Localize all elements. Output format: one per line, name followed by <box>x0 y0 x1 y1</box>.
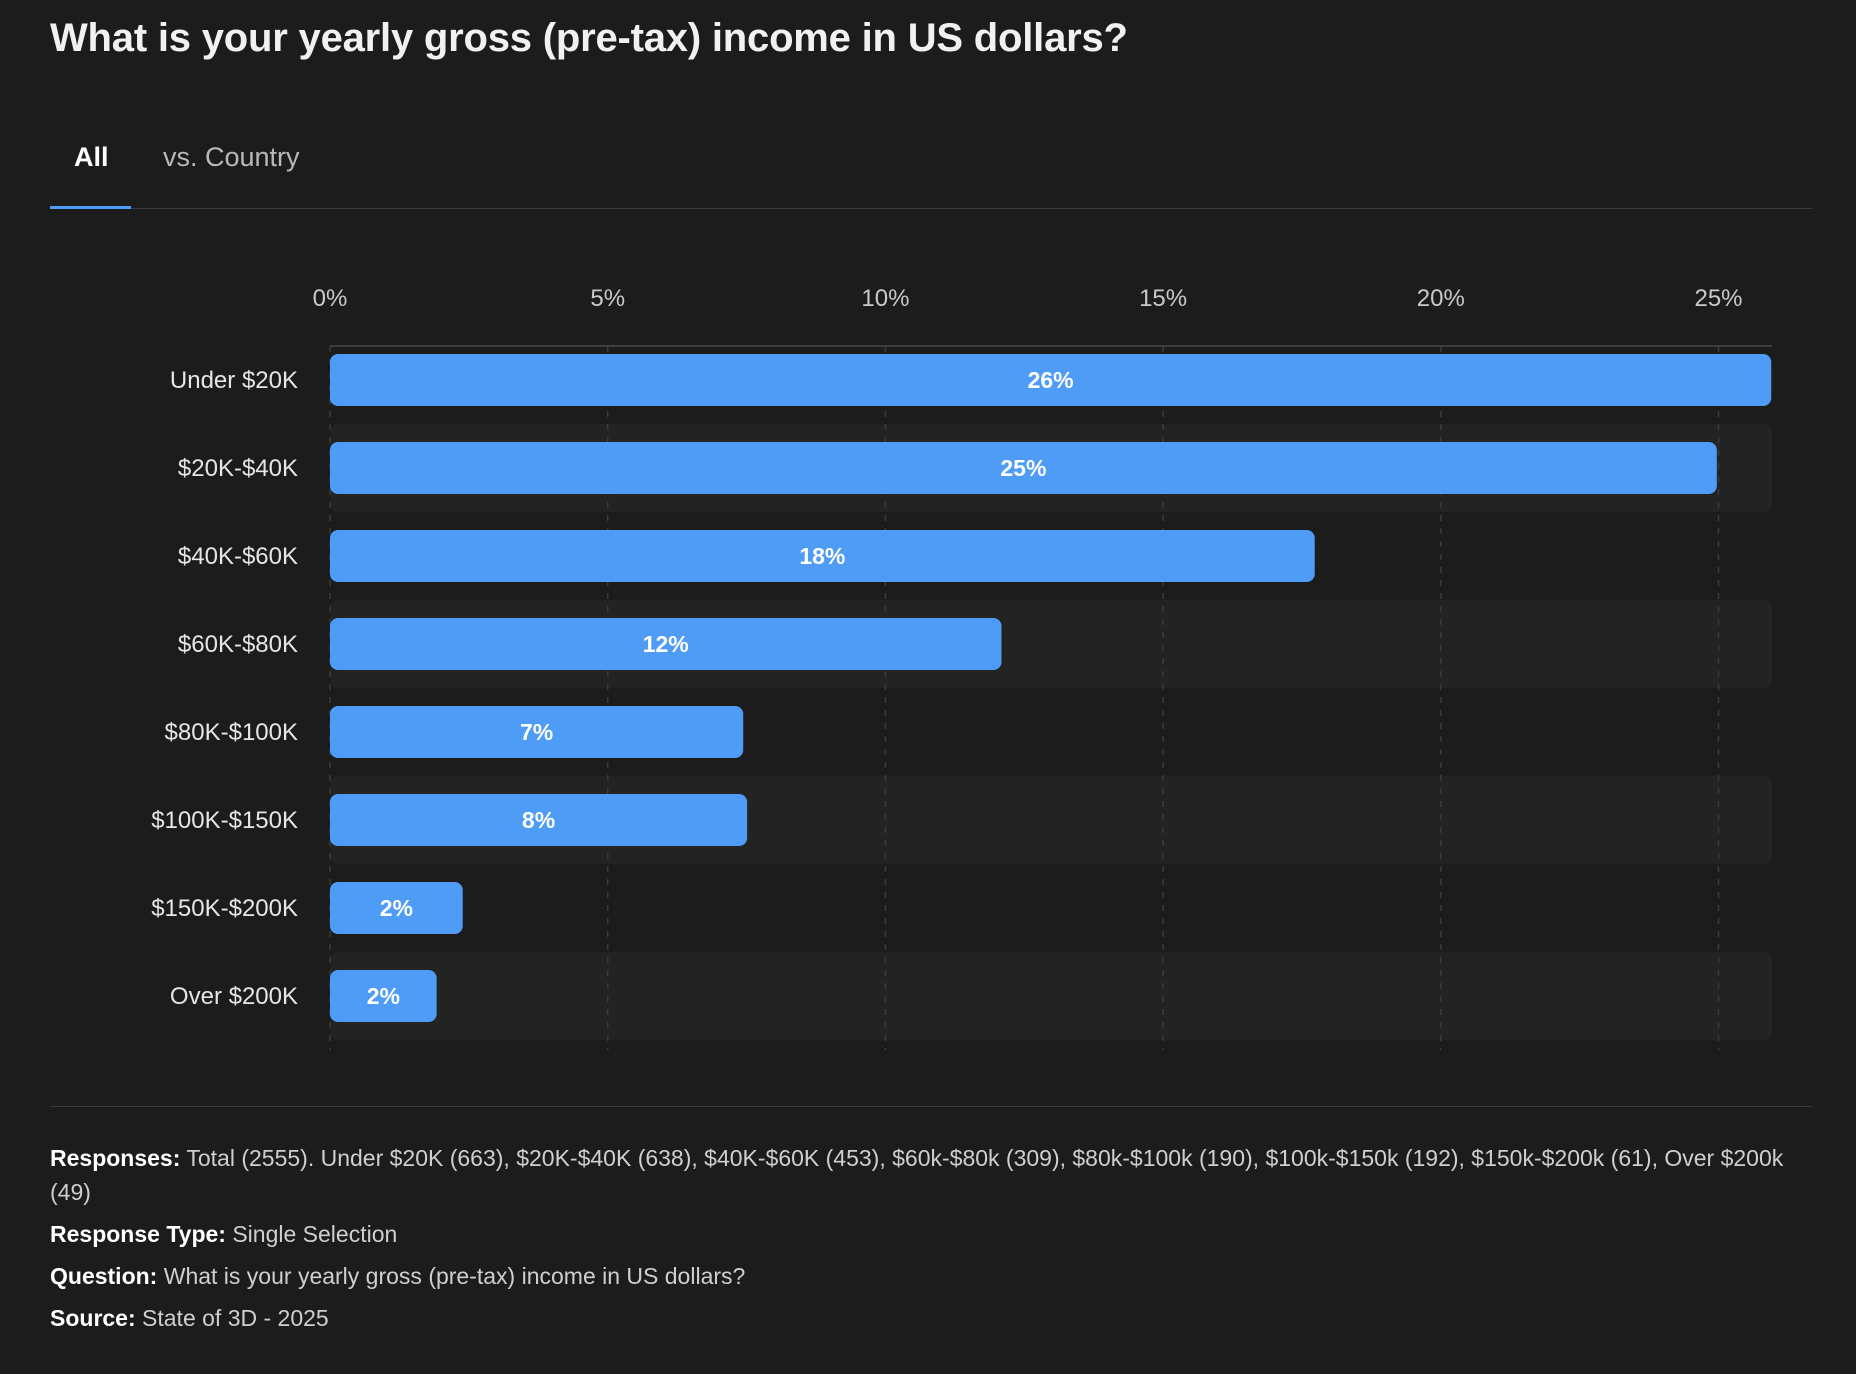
bar <box>330 706 744 758</box>
chart-footer: Responses: Total (2555). Under $20K (663… <box>50 1106 1812 1343</box>
x-tick-label: 5% <box>590 285 625 312</box>
footer-response-type-key: Response Type: <box>50 1221 226 1247</box>
bar <box>330 794 748 846</box>
bar <box>330 354 1772 406</box>
bar-value-label: 25% <box>1000 455 1046 481</box>
footer-source-value: State of 3D - 2025 <box>142 1305 329 1331</box>
footer-question: Question: What is your yearly gross (pre… <box>50 1259 1812 1293</box>
page-title: What is your yearly gross (pre-tax) inco… <box>50 16 1128 60</box>
bar-value-label: 18% <box>799 543 845 569</box>
x-tick-label: 15% <box>1139 285 1187 312</box>
footer-source-key: Source: <box>50 1305 136 1331</box>
x-tick-label: 10% <box>861 285 909 312</box>
category-label: $40K-$60K <box>178 543 298 570</box>
footer-question-value: What is your yearly gross (pre-tax) inco… <box>163 1263 746 1289</box>
x-tick-label: 0% <box>313 285 348 312</box>
category-label: $60K-$80K <box>178 631 298 658</box>
tab-vs-country[interactable]: vs. Country <box>163 142 300 206</box>
category-label: $80K-$100K <box>165 719 298 746</box>
category-label: $20K-$40K <box>178 455 298 482</box>
bar-value-label: 8% <box>522 807 555 833</box>
tab-all-label: All <box>74 142 109 172</box>
bar-value-label: 2% <box>367 983 400 1009</box>
footer-source: Source: State of 3D - 2025 <box>50 1301 1812 1335</box>
row-band <box>330 952 1772 1040</box>
tab-all[interactable]: All <box>74 142 109 206</box>
bar <box>330 882 463 934</box>
tab-vs-country-label: vs. Country <box>163 142 300 172</box>
footer-question-key: Question: <box>50 1263 158 1289</box>
footer-response-type-value: Single Selection <box>232 1221 398 1247</box>
x-tick-label: 20% <box>1417 285 1465 312</box>
bar <box>330 618 1002 670</box>
bar <box>330 530 1315 582</box>
category-label: $150K-$200K <box>151 895 298 922</box>
bar-value-label: 26% <box>1028 367 1074 393</box>
category-label: Over $200K <box>170 983 298 1010</box>
bar <box>330 970 437 1022</box>
bar <box>330 442 1717 494</box>
bar-value-label: 2% <box>380 895 413 921</box>
income-bar-chart: 0% 5% 10% 15% 20% 25% Under $20K 26% $20K-$40K 25… <box>151 285 1772 1050</box>
tab-bar: All vs. Country <box>50 128 1812 209</box>
category-label: Under $20K <box>170 367 298 394</box>
footer-responses-key: Responses: <box>50 1145 181 1171</box>
footer-responses-value: Total (2555). Under $20K (663), $20K-$40… <box>50 1145 1784 1205</box>
footer-responses: Responses: Total (2555). Under $20K (663… <box>50 1141 1812 1209</box>
active-tab-indicator <box>50 206 131 209</box>
category-label: $100K-$150K <box>151 807 298 834</box>
footer-response-type: Response Type: Single Selection <box>50 1217 1812 1251</box>
x-tick-label: 25% <box>1694 285 1742 312</box>
bar-value-label: 12% <box>643 631 689 657</box>
bar-value-label: 7% <box>520 719 553 745</box>
